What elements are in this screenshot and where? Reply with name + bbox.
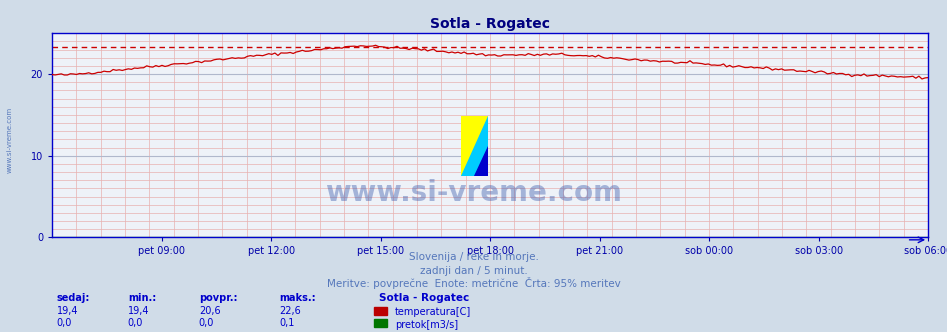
Text: 20,6: 20,6 <box>199 306 221 316</box>
Text: 22,6: 22,6 <box>279 306 301 316</box>
Title: Sotla - Rogatec: Sotla - Rogatec <box>430 17 550 31</box>
Text: 0,0: 0,0 <box>57 318 72 328</box>
Text: maks.:: maks.: <box>279 293 316 303</box>
Text: www.si-vreme.com: www.si-vreme.com <box>7 106 12 173</box>
Text: www.si-vreme.com: www.si-vreme.com <box>325 179 622 207</box>
Text: povpr.:: povpr.: <box>199 293 238 303</box>
Text: zadnji dan / 5 minut.: zadnji dan / 5 minut. <box>420 266 527 276</box>
Text: pretok[m3/s]: pretok[m3/s] <box>395 320 458 330</box>
Text: temperatura[C]: temperatura[C] <box>395 307 472 317</box>
Text: 0,0: 0,0 <box>128 318 143 328</box>
Polygon shape <box>474 146 488 176</box>
Text: Slovenija / reke in morje.: Slovenija / reke in morje. <box>408 252 539 262</box>
Text: min.:: min.: <box>128 293 156 303</box>
Text: 19,4: 19,4 <box>57 306 79 316</box>
Text: 0,0: 0,0 <box>199 318 214 328</box>
Text: Sotla - Rogatec: Sotla - Rogatec <box>379 293 469 303</box>
Text: sedaj:: sedaj: <box>57 293 90 303</box>
Text: Meritve: povprečne  Enote: metrične  Črta: 95% meritev: Meritve: povprečne Enote: metrične Črta:… <box>327 277 620 289</box>
Text: 19,4: 19,4 <box>128 306 150 316</box>
Polygon shape <box>461 116 488 176</box>
Polygon shape <box>461 116 488 176</box>
Text: 0,1: 0,1 <box>279 318 295 328</box>
